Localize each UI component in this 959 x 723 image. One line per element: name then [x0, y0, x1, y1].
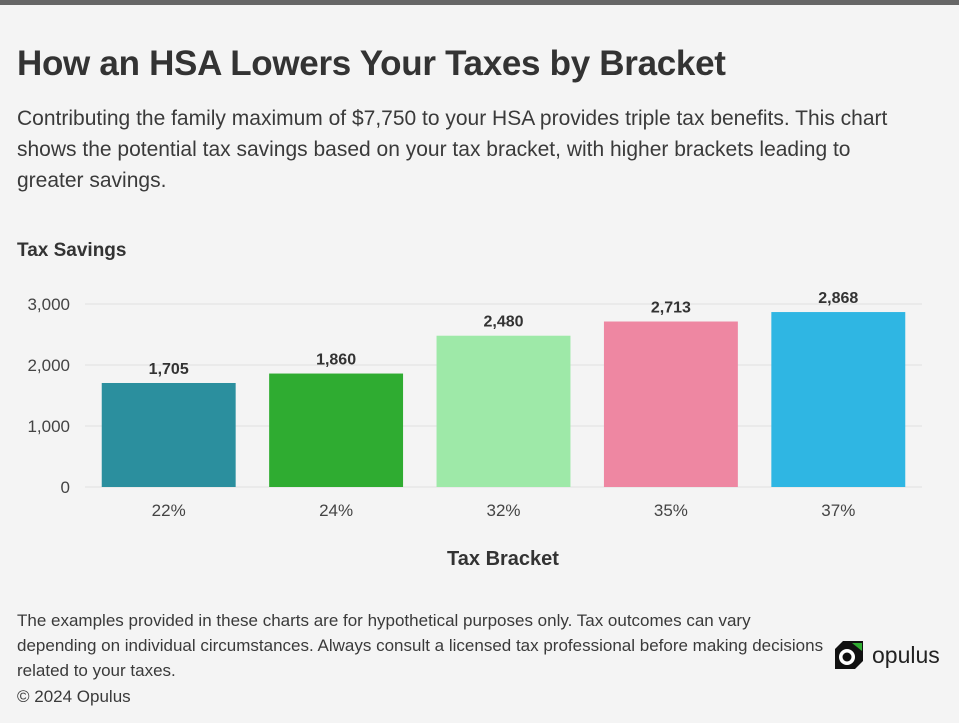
brand-name: opulus — [872, 641, 940, 668]
opulus-logo: opulus — [832, 638, 940, 672]
x-tick-labels: 22% 24% 32% 35% 37% — [152, 501, 856, 520]
top-border — [0, 0, 959, 5]
bar-37-pct — [771, 312, 906, 487]
y-tick-label: 0 — [61, 478, 70, 497]
x-tick-label: 22% — [152, 501, 186, 520]
value-label: 2,713 — [651, 300, 691, 317]
value-label: 1,860 — [316, 352, 356, 369]
x-tick-label: 37% — [821, 501, 855, 520]
y-axis-label: Tax Savings — [17, 240, 126, 261]
value-labels: 1,705 1,860 2,480 2,713 2,868 — [149, 290, 859, 378]
y-tick-label: 2,000 — [27, 356, 70, 375]
y-tick-label: 3,000 — [27, 295, 70, 314]
bar-35-pct — [603, 321, 738, 487]
y-tick-labels: 0 1,000 2,000 3,000 — [27, 295, 70, 497]
bar-32-pct — [436, 335, 571, 487]
opulus-logo-icon — [835, 641, 863, 669]
bar-22-pct — [101, 382, 236, 487]
chart-title: How an HSA Lowers Your Taxes by Bracket — [17, 44, 726, 83]
x-tick-label: 24% — [319, 501, 353, 520]
copyright-text: © 2024 Opulus — [17, 687, 131, 706]
value-label: 2,868 — [818, 290, 858, 307]
x-tick-label: 32% — [486, 501, 520, 520]
value-label: 2,480 — [483, 314, 523, 331]
x-axis-label: Tax Bracket — [447, 548, 559, 570]
bars — [101, 312, 906, 487]
y-tick-label: 1,000 — [27, 417, 70, 436]
value-label: 1,705 — [149, 361, 189, 378]
x-tick-label: 35% — [654, 501, 688, 520]
disclaimer-text: The examples provided in these charts ar… — [17, 611, 824, 680]
chart-subtitle: Contributing the family maximum of $7,75… — [17, 107, 888, 192]
bar-24-pct — [269, 373, 404, 487]
bar-chart: Tax Savings 0 1,000 2,000 3,000 1,705 1,860 2… — [17, 240, 922, 570]
